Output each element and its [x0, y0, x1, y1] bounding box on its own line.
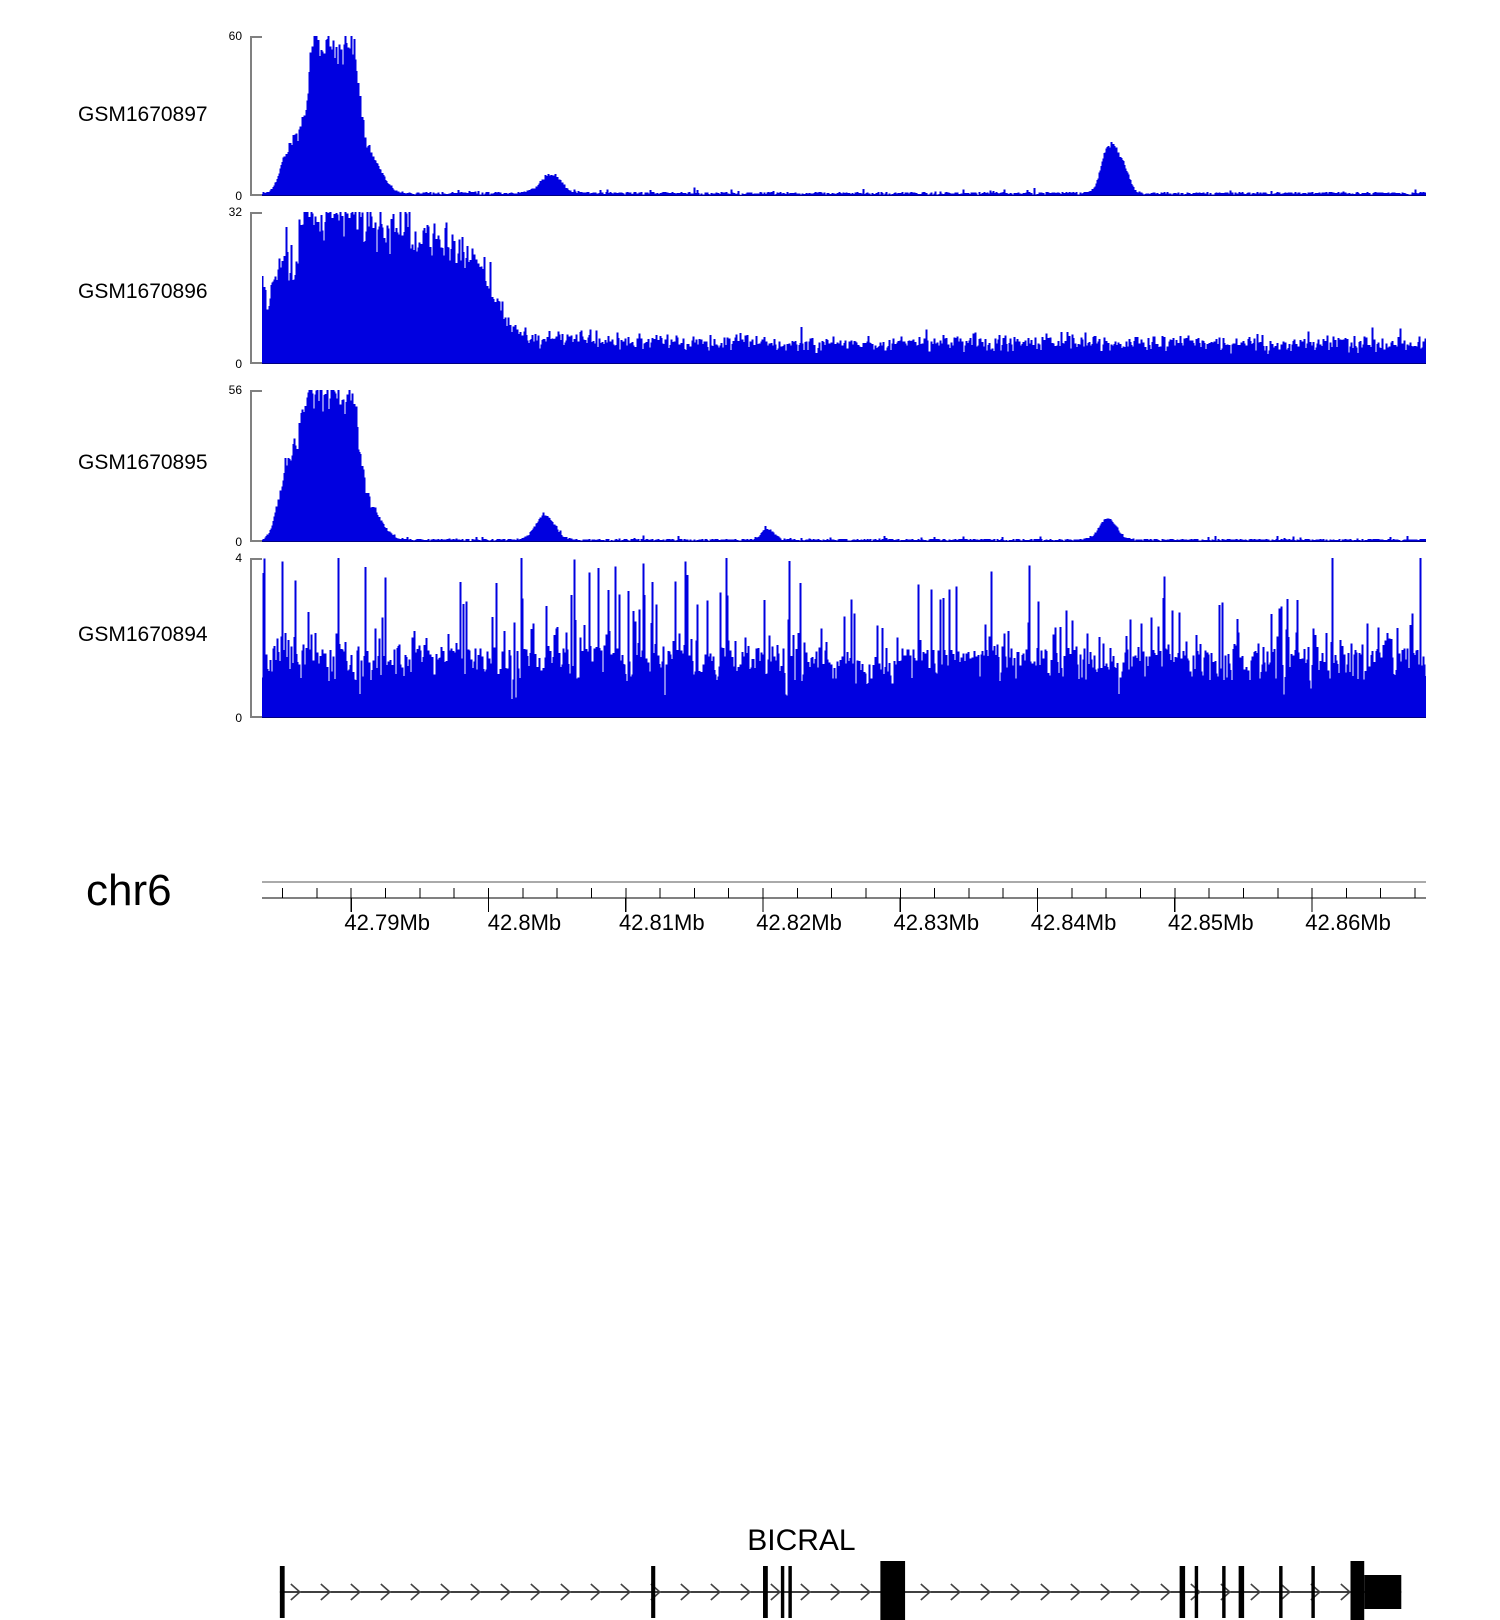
- axis-tick-label: 42.86Mb: [1305, 910, 1391, 935]
- exon: [763, 1566, 768, 1618]
- track-label: GSM1670894: [78, 623, 208, 646]
- axis-tick-label: 42.81Mb: [618, 910, 705, 935]
- track-plot-area[interactable]: [262, 390, 1426, 542]
- axis-tick-label: 42.8Mb: [487, 910, 562, 935]
- axis-tick-label: 42.79Mb: [344, 910, 431, 935]
- y-axis-max-label: 60: [228, 29, 242, 43]
- track-label: GSM1670896: [78, 280, 208, 303]
- exon: [1194, 1566, 1199, 1618]
- track-label: GSM1670897: [78, 103, 208, 126]
- axis-ruler: [262, 881, 1426, 912]
- exon: [1279, 1566, 1283, 1618]
- track-label: GSM1670895: [78, 451, 208, 474]
- gene-model: [279, 1561, 1402, 1620]
- y-axis-bracket: [250, 36, 262, 196]
- exon: [1222, 1566, 1226, 1618]
- exon: [780, 1566, 785, 1618]
- y-axis-max-label: 56: [228, 383, 242, 397]
- y-axis-min-label: 0: [235, 535, 242, 549]
- exon: [1179, 1566, 1186, 1618]
- axis-tick-label: 42.83Mb: [893, 910, 980, 935]
- track-plot-area[interactable]: [262, 212, 1426, 364]
- coverage-area: [262, 36, 1426, 196]
- y-axis-min-label: 0: [235, 357, 242, 371]
- track-plot-area[interactable]: [262, 558, 1426, 718]
- exon: [1364, 1575, 1402, 1609]
- y-axis-min-label: 0: [235, 711, 242, 725]
- axis-tick-label: 42.84Mb: [1030, 910, 1117, 935]
- chromosome-label: chr6: [86, 866, 172, 915]
- coverage-area: [262, 212, 1426, 364]
- exon: [880, 1561, 906, 1620]
- y-axis-max-label: 32: [228, 205, 242, 219]
- exon: [279, 1566, 285, 1618]
- axis-tick-label: 42.82Mb: [756, 910, 842, 935]
- axis-tick-label: 42.85Mb: [1167, 910, 1254, 935]
- exon: [788, 1566, 792, 1618]
- y-axis-bracket: [250, 212, 262, 364]
- exon: [1311, 1566, 1315, 1618]
- y-axis-min-label: 0: [235, 189, 242, 203]
- coverage-area: [262, 390, 1426, 542]
- y-axis-bracket: [250, 558, 262, 718]
- genome-browser: GSM1670897 60 0 GSM1670896 32 0 GSM1670895 56 0 G…: [0, 29, 1500, 1620]
- exon: [1238, 1566, 1245, 1618]
- y-axis-max-label: 4: [235, 551, 242, 565]
- gene-annotation-track[interactable]: BICRAL: [0, 760, 1500, 1620]
- coverage-area: [262, 558, 1426, 718]
- track-plot-area[interactable]: [262, 36, 1426, 196]
- y-axis-bracket: [250, 390, 262, 542]
- exon: [651, 1566, 656, 1618]
- exon: [1350, 1561, 1365, 1620]
